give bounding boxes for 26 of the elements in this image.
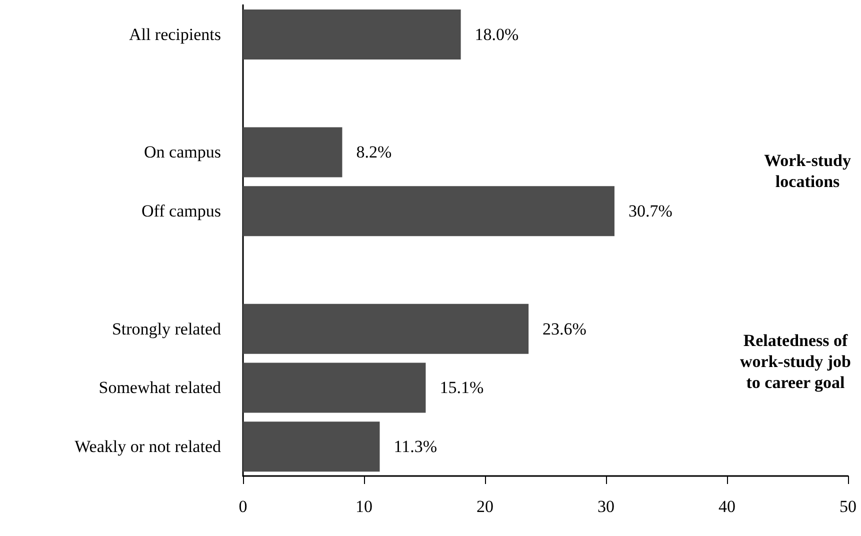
annotation: Work-study locations xyxy=(764,151,852,191)
bar xyxy=(243,127,342,178)
x-tick-label: 30 xyxy=(598,497,614,516)
y-tick-label: All recipients xyxy=(128,24,221,44)
data-label: 8.2% xyxy=(356,142,392,162)
data-label: 18.0% xyxy=(474,24,519,44)
bar xyxy=(243,9,461,60)
x-tick-label: 50 xyxy=(840,497,856,516)
y-tick-label: On campus xyxy=(144,142,221,162)
x-tick-label: 10 xyxy=(356,497,372,516)
data-label: 23.6% xyxy=(542,319,586,338)
x-tick-label: 40 xyxy=(718,497,736,516)
y-tick-label: Strongly related xyxy=(112,319,222,338)
y-tick-label: Weakly or not related xyxy=(74,437,222,456)
data-label: 11.3% xyxy=(394,437,438,456)
data-label: 30.7% xyxy=(628,202,672,221)
y-tick-label: Somewhat related xyxy=(98,378,222,398)
x-tick-label: 0 xyxy=(238,497,248,516)
bar xyxy=(243,186,614,236)
data-label: 15.1% xyxy=(440,378,484,398)
y-tick-label: Off campus xyxy=(142,202,221,221)
x-tick-label: 20 xyxy=(476,497,494,516)
bar xyxy=(243,304,529,354)
bar xyxy=(243,422,380,472)
bar xyxy=(243,362,426,413)
annotation: Relatedness of work-study job to career goal xyxy=(740,331,852,392)
